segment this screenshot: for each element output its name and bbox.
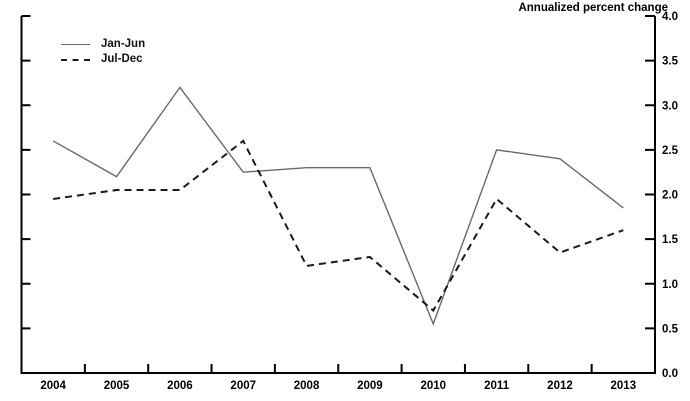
x-tick-label: 2009 (357, 380, 383, 392)
legend-item-jul-dec: Jul-Dec (61, 52, 145, 67)
legend-label: Jul-Dec (101, 52, 143, 65)
x-tick-label: 2013 (611, 380, 637, 392)
y-tick-label: 3.5 (662, 56, 679, 68)
series-line-jan-jun (52, 86, 624, 326)
y-tick-label: 4.0 (662, 11, 678, 23)
legend-swatch-solid-line (61, 44, 90, 45)
y-tick-label: 1.0 (662, 279, 678, 291)
y-tick-label: 3.0 (662, 100, 678, 112)
series-line-jul-dec (53, 139, 624, 313)
y-tick-label: 0.0 (662, 368, 678, 380)
chart-legend: Jan-Jun Jul-Dec (61, 37, 145, 67)
chart-title: Annualized percent change (518, 2, 668, 14)
y-tick-label: 2.5 (662, 145, 679, 157)
x-tick-label: 2012 (547, 380, 573, 392)
y-tick-label: 1.5 (662, 234, 679, 246)
x-tick-label: 2004 (40, 380, 66, 392)
legend-label: Jan-Jun (101, 37, 146, 50)
legend-swatch-dashed-line (61, 58, 90, 61)
x-tick-label: 2007 (230, 380, 256, 392)
x-tick-label: 2011 (484, 380, 510, 392)
y-tick-label: 2.0 (662, 190, 678, 202)
x-tick-label: 2008 (294, 380, 320, 392)
legend-item-jan-jun: Jan-Jun (61, 37, 145, 52)
y-tick-label: 0.5 (662, 323, 679, 335)
x-tick-label: 2010 (420, 380, 446, 392)
x-tick-label: 2005 (104, 380, 130, 392)
axis-frame (20, 16, 656, 374)
x-tick-label: 2006 (167, 380, 193, 392)
